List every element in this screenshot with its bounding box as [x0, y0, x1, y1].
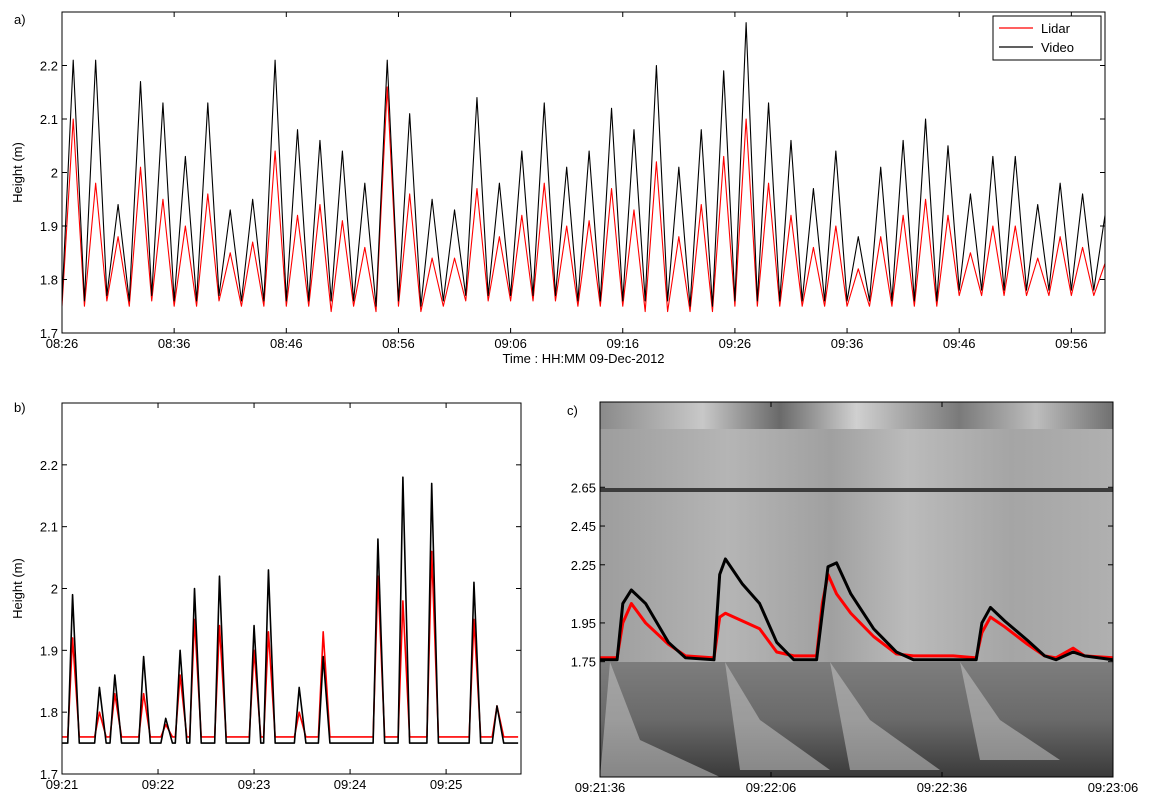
- y-tick-label: 2: [51, 582, 58, 597]
- x-tick-label: 08:26: [46, 336, 79, 351]
- y-tick-label: 1.8: [40, 273, 58, 288]
- y-tick-label: 1.9: [40, 219, 58, 234]
- image-top: [600, 402, 1113, 429]
- panel-label: c): [567, 403, 578, 418]
- y-tick-label: 1.7: [40, 767, 58, 782]
- x-tick-label: 09:56: [1055, 336, 1088, 351]
- x-tick-label: 09:06: [494, 336, 527, 351]
- y-tick-label: 1.8: [40, 705, 58, 720]
- y-tick-label: 2.65: [571, 480, 596, 495]
- y-tick-label: 2.45: [571, 519, 596, 534]
- plot-frame: [599, 401, 1114, 778]
- panel-label: a): [14, 12, 26, 27]
- y-tick-label: 2.1: [40, 112, 58, 127]
- y-tick-label: 2.25: [571, 558, 596, 573]
- y-tick-label: 1.7: [40, 326, 58, 341]
- timestack-image: [600, 402, 1113, 777]
- y-tick-label: 2: [51, 166, 58, 181]
- x-tick-label: 09:23: [238, 777, 271, 792]
- x-tick-label: 09:22:06: [746, 780, 797, 792]
- image-swash: [600, 662, 1060, 777]
- x-tick-label: 09:22:36: [917, 780, 968, 792]
- panel-label: b): [14, 400, 26, 415]
- x-tick-label: 08:56: [382, 336, 415, 351]
- y-tick-label: 1.75: [571, 655, 596, 670]
- x-tick-label: 09:25: [430, 777, 463, 792]
- plot-area: [62, 403, 521, 774]
- series-line: [62, 86, 1105, 313]
- x-tick-label: 09:22: [142, 777, 175, 792]
- x-tick-label: 09:46: [943, 336, 976, 351]
- image-dark-line: [600, 488, 1113, 492]
- y-axis-label: Height (m): [10, 142, 25, 203]
- y-tick-label: 2.1: [40, 520, 58, 535]
- x-tick-label: 08:36: [158, 336, 191, 351]
- y-axis-label: Height (m): [10, 558, 25, 619]
- x-tick-label: 09:36: [831, 336, 864, 351]
- y-tick-label: 2.2: [40, 59, 58, 74]
- series-line: [62, 476, 519, 744]
- series-line: [600, 557, 1113, 662]
- y-tick-label: 1.9: [40, 643, 58, 658]
- x-tick-label: 09:24: [334, 777, 367, 792]
- x-tick-label: 09:21:36: [575, 780, 626, 792]
- image-mid: [600, 428, 1113, 662]
- x-tick-label: 09:21: [46, 777, 79, 792]
- x-tick-label: 08:46: [270, 336, 303, 351]
- y-tick-label: 1.95: [571, 616, 596, 631]
- legend-label: Lidar: [1041, 21, 1071, 36]
- x-tick-label: 09:26: [719, 336, 752, 351]
- series-line: [62, 22, 1105, 307]
- x-axis-label: Time : HH:MM 09-Dec-2012: [502, 351, 664, 366]
- x-tick-label: 09:23:06: [1088, 780, 1139, 792]
- legend-label: Video: [1041, 40, 1074, 55]
- x-tick-label: 09:16: [606, 336, 639, 351]
- y-tick-label: 2.2: [40, 458, 58, 473]
- legend-box: [992, 15, 1102, 61]
